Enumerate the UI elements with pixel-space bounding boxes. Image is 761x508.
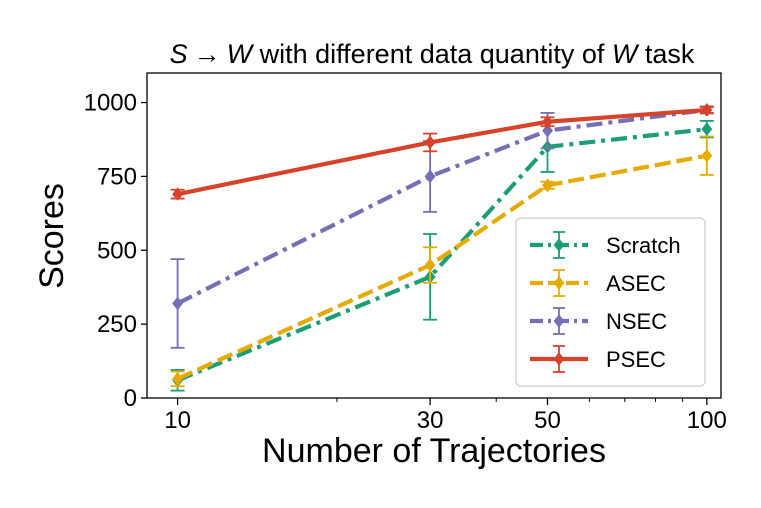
asec-line: [176, 153, 708, 381]
scratch-point: [701, 122, 713, 136]
x-tick-label: 50: [534, 407, 561, 434]
legend-label-nsec: NSEC: [606, 309, 667, 334]
chart-title: S → W with different data quantity of W ta…: [170, 39, 695, 69]
legend-label-scratch: Scratch: [606, 233, 681, 258]
nsec-point: [172, 296, 184, 311]
legend-marker-asec: [553, 276, 565, 290]
scratch-line: [176, 127, 708, 383]
legend-marker-psec: [553, 352, 565, 366]
legend-item-scratch: Scratch: [530, 231, 681, 259]
legend: Scratch ASEC NSEC PSEC: [515, 217, 706, 387]
x-axis-label: Number of Trajectories: [262, 432, 606, 470]
y-axis-label: Scores: [33, 183, 71, 289]
asec-point: [424, 258, 436, 272]
psec-point: [424, 135, 436, 150]
plot-area: 0 250 500 750 1000 10 30 50 100: [84, 72, 727, 434]
y-tick-label: 1000: [84, 90, 137, 117]
y-tick-label: 250: [97, 311, 137, 338]
asec-point: [701, 148, 713, 163]
psec-line: [177, 107, 707, 197]
psec-point: [172, 187, 184, 201]
plot-frame: [146, 72, 722, 399]
asec-point: [542, 178, 553, 193]
y-tick-label: 0: [124, 385, 137, 412]
y-tick-label: 500: [97, 237, 137, 264]
nsec-point: [424, 169, 436, 184]
legend-label-psec: PSEC: [606, 347, 666, 372]
nsec-line: [176, 107, 708, 306]
x-tick-label: 10: [164, 407, 191, 434]
psec-point: [542, 114, 553, 129]
x-tick-label: 30: [417, 407, 444, 434]
legend-marker-nsec: [553, 314, 565, 328]
legend-marker-scratch: [553, 238, 565, 252]
legend-item-psec: PSEC: [530, 345, 666, 373]
legend-box: [515, 217, 706, 387]
legend-item-nsec: NSEC: [530, 307, 667, 335]
psec-point: [701, 103, 713, 117]
series-psec: [170, 103, 714, 201]
y-tick-label: 750: [97, 163, 137, 190]
asec-point: [172, 371, 184, 386]
legend-label-asec: ASEC: [606, 271, 666, 296]
legend-item-asec: ASEC: [530, 269, 666, 297]
x-tick-label: 100: [687, 407, 727, 434]
series-asec: [170, 135, 714, 388]
nsec-point: [542, 123, 553, 138]
